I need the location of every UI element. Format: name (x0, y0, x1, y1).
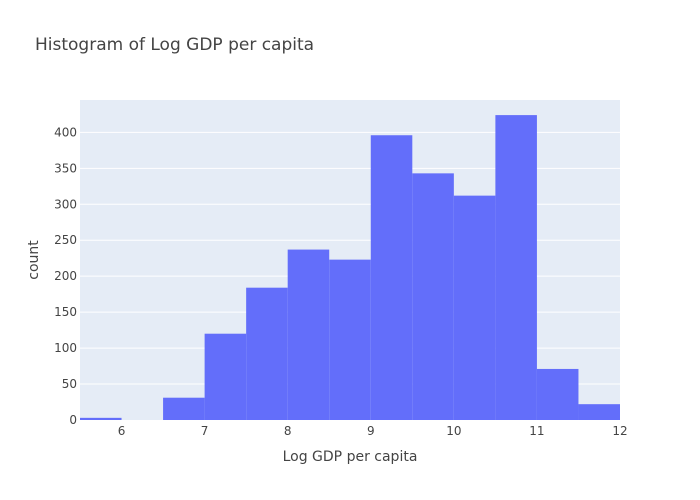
y-tick-label: 0 (69, 413, 77, 427)
histogram-bar (163, 397, 205, 420)
histogram-bar (578, 404, 620, 420)
y-axis-ticks: 0 50 100 150 200 250 300 350 400 (54, 125, 77, 427)
y-tick-label: 400 (54, 125, 77, 139)
x-tick-label: 10 (446, 424, 461, 438)
x-tick-label: 9 (367, 424, 375, 438)
y-tick-label: 300 (54, 197, 77, 211)
histogram-bar (453, 195, 496, 420)
y-tick-label: 100 (54, 341, 77, 355)
histogram-bar (370, 135, 413, 420)
x-tick-label: 6 (118, 424, 126, 438)
y-tick-label: 200 (54, 269, 77, 283)
histogram-bar (246, 287, 288, 420)
y-tick-label: 250 (54, 233, 77, 247)
histogram-bar (536, 368, 579, 420)
histogram-bar (412, 173, 454, 420)
chart-title: Histogram of Log GDP per capita (35, 35, 314, 55)
histogram-bar (204, 333, 247, 420)
y-tick-label: 50 (62, 377, 77, 391)
x-tick-label: 7 (201, 424, 209, 438)
histogram-bar (495, 115, 537, 420)
x-tick-label: 11 (529, 424, 544, 438)
y-axis-title: count (26, 240, 42, 280)
histogram-bar (287, 249, 330, 420)
histogram-bar (329, 259, 371, 420)
x-axis-ticks: 6 7 8 9 10 11 12 (118, 424, 628, 438)
x-tick-label: 12 (612, 424, 627, 438)
x-axis-title: Log GDP per capita (283, 449, 418, 465)
bars (80, 115, 620, 420)
y-tick-label: 150 (54, 305, 77, 319)
y-tick-label: 350 (54, 161, 77, 175)
x-tick-label: 8 (284, 424, 292, 438)
histogram-bar (80, 417, 122, 420)
